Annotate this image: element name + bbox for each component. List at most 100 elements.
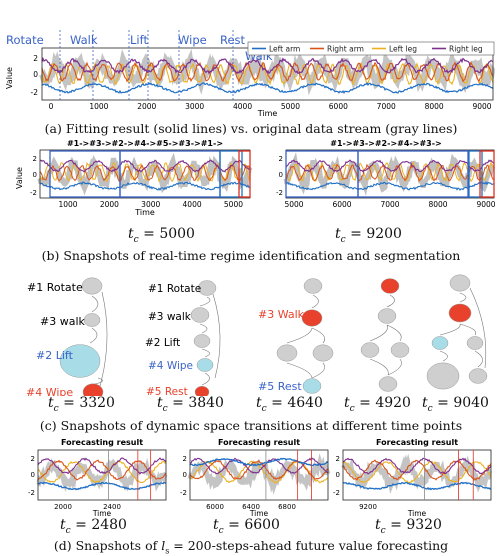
transition-edge	[439, 323, 461, 336]
left-gray-stream	[37, 152, 253, 196]
forecast-left-arm	[189, 457, 329, 467]
panel-c-tc-5: tc = 9040	[422, 395, 489, 414]
transition-edge	[474, 350, 483, 368]
transition-edge	[387, 358, 402, 376]
node-5	[302, 378, 322, 394]
regime-label: Wipe	[178, 33, 207, 47]
transition-edge	[369, 358, 389, 376]
graph2-label-lift: #2 Lift	[145, 337, 180, 349]
left-regime-box	[219, 150, 243, 198]
transition-edge	[91, 295, 99, 313]
node-3	[301, 309, 323, 327]
right-left-arm	[285, 181, 494, 191]
panel-c-graphs: #1 Rotate #3 walk #2 Lift #4 Wipe #1 Rotate #…	[26, 274, 488, 396]
legend-label: Left leg	[389, 45, 417, 54]
transition-edge	[201, 348, 210, 358]
graph1-label-lift: #2 Lift	[36, 349, 74, 362]
forecast-y-tick: 0	[31, 471, 35, 479]
forecast-x-tick: 2000	[54, 503, 72, 511]
right-y-tick: 2	[279, 155, 283, 163]
graph3-label-rest: #5 Rest	[258, 380, 302, 393]
transition-edge	[94, 377, 103, 385]
left-x-tick: 1000	[58, 200, 77, 209]
forecast-axes	[37, 449, 167, 501]
forecast-right-arm	[189, 459, 329, 480]
left-x-label: Time	[134, 208, 155, 217]
forecast-x-label: Time	[407, 509, 427, 518]
forecast-y-tick: -2	[333, 489, 340, 497]
forecast-left-leg	[37, 460, 167, 484]
node-4	[312, 344, 334, 362]
regime-label: Rotate	[6, 33, 44, 47]
graph1-label-walk: #3 walk	[40, 315, 86, 328]
forecast-x-tick: 6000	[206, 503, 224, 511]
node-2	[360, 342, 380, 358]
node-3	[190, 307, 210, 323]
panel-c-tc-2: tc = 3840	[157, 395, 224, 414]
forecast-title: Forecasting result	[61, 438, 143, 447]
y-tick-label: 0	[33, 70, 38, 79]
left-regime-box	[238, 150, 251, 198]
panel-a-caption: (a) Fitting result (solid lines) vs. ori…	[44, 121, 458, 136]
left-y-tick: 0	[33, 171, 37, 179]
right-x-tick: 5000	[284, 200, 303, 209]
graph2-label-rotate: #1 Rotate	[148, 283, 201, 295]
right-regime-box	[479, 150, 495, 198]
x-tick-label: 0	[49, 102, 54, 111]
right-y-tick: 0	[279, 171, 283, 179]
node-5	[466, 336, 484, 350]
forecast-y-tick: -2	[28, 489, 35, 497]
forecast-right-arm	[342, 459, 492, 481]
x-tick-label: 9000	[472, 102, 491, 111]
panel-d-caption: (d) Snapshots of ls = 200-steps-ahead fu…	[53, 538, 449, 556]
forecast-gray-stream	[341, 453, 493, 494]
panel-b-caption: (b) Snapshots of real-time regime identi…	[41, 248, 461, 263]
node-4	[196, 358, 214, 372]
panel-b-left-tc: tc = 5000	[128, 226, 195, 245]
legend-box	[247, 41, 495, 56]
forecast-gray-stream	[36, 457, 168, 493]
right-leg-line	[41, 56, 494, 75]
transition-edge	[386, 294, 395, 308]
x-axis-label: Time	[257, 109, 278, 118]
forecast-y-tick: 0	[336, 471, 340, 479]
right-regime-box	[468, 150, 483, 198]
graph2-label-wipe: #4 Wipe	[148, 360, 193, 372]
right-right-leg	[285, 159, 495, 173]
right-x-tick: 7000	[380, 200, 399, 209]
y-tick-label: 2	[33, 54, 38, 63]
node-1	[81, 277, 103, 295]
left-x-tick: 2000	[100, 200, 119, 209]
transition-edge	[212, 293, 221, 379]
node-4	[390, 342, 410, 358]
regime-label: Lift	[130, 33, 148, 47]
left-x-tick: 3000	[141, 200, 160, 209]
forecast-y-tick: 2	[31, 455, 35, 463]
graph1-label-rotate: #1 Rotate	[27, 281, 83, 294]
legend-label: Right arm	[327, 45, 364, 54]
left-left-arm	[39, 181, 251, 191]
transition-edge	[459, 292, 467, 303]
right-x-tick: 8000	[428, 200, 447, 209]
node-5	[378, 376, 398, 392]
left-y-label: Value	[15, 167, 24, 189]
forecast-x-label: Time	[92, 509, 112, 518]
y-axis-label: Value	[5, 67, 14, 89]
transition-edge	[201, 372, 210, 386]
transition-edge	[89, 327, 98, 344]
panel-b-plots: #1->#3->#2->#4->#5->#3->#1-> 2 0 -2 1000 2000…	[15, 139, 496, 217]
node-1	[449, 274, 471, 292]
panel-d-tc-2: tc = 6600	[213, 517, 280, 536]
forecast-x-tick: 6400	[242, 503, 260, 511]
forecast-right-leg	[37, 457, 167, 475]
forecast-axes	[189, 449, 329, 501]
forecast-title: Forecasting result	[218, 438, 300, 447]
right-regime-box	[357, 150, 469, 198]
panel-c-tc-4: tc = 4920	[344, 395, 411, 414]
graph3-label-walk: #3 Walk	[258, 308, 305, 321]
left-y-tick: -2	[30, 189, 37, 197]
left-x-tick: 4000	[183, 200, 202, 209]
right-arm-line	[41, 61, 494, 83]
left-right-leg	[39, 159, 251, 173]
forecast-left-arm	[343, 481, 492, 491]
